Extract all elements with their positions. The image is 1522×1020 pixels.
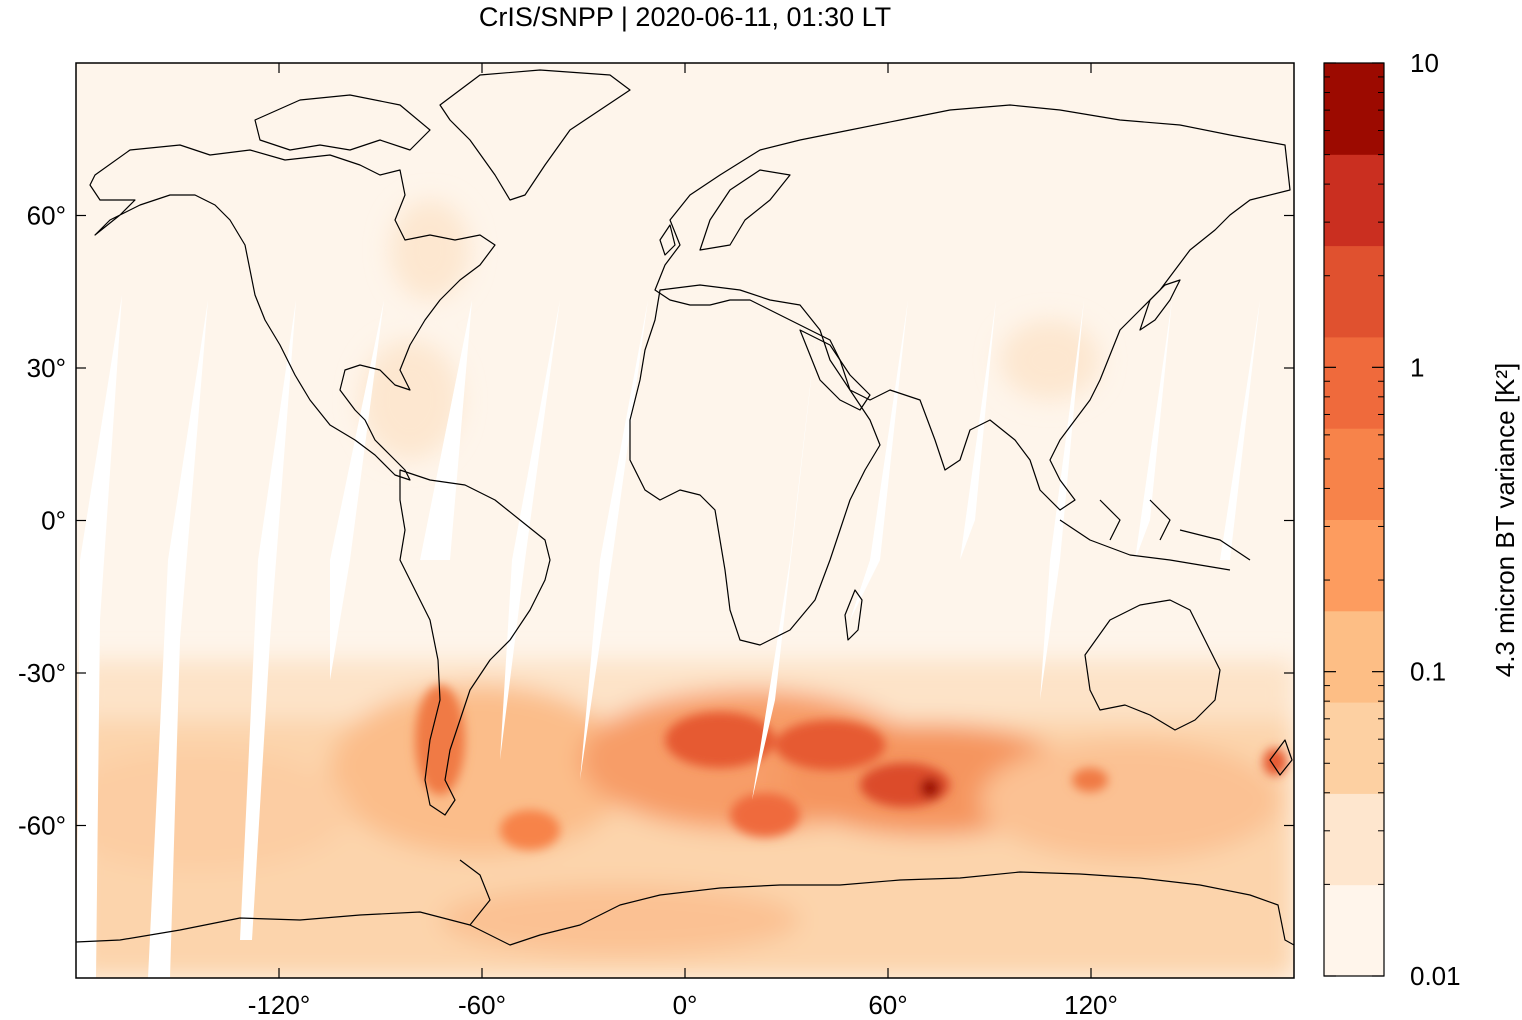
x-tick-label: -120°	[248, 990, 310, 1020]
coast-japan	[1139, 279, 1181, 331]
x-tick-label: 60°	[868, 990, 907, 1020]
map-area	[76, 63, 1294, 978]
patch-patagonia	[415, 685, 465, 795]
colorbar-segment	[1324, 610, 1384, 703]
x-tick-label: 120°	[1064, 990, 1118, 1020]
coast-antarctica	[76, 871, 1294, 946]
colorbar-tick-label: 1	[1410, 352, 1424, 382]
colorbar-segment	[1324, 793, 1384, 886]
orbit-gap	[1040, 300, 1084, 700]
orbit-gap	[240, 300, 296, 940]
orbit-gap	[1135, 300, 1172, 560]
colorbar-frame	[1323, 62, 1385, 977]
patch-south-pacific	[76, 750, 350, 870]
y-tick-label: 30°	[27, 353, 66, 383]
hotspot-2	[775, 720, 885, 770]
variance-field	[76, 200, 1294, 978]
orbit-gap	[420, 300, 472, 560]
colorbar-segment	[1324, 336, 1384, 429]
coast-scandinavia	[699, 169, 791, 251]
orbit-gap	[330, 300, 384, 680]
hotspot-6	[1072, 768, 1108, 792]
hotspot-5	[500, 810, 560, 850]
colorbar-segment	[1324, 428, 1384, 520]
colorbar-tick-label: 0.1	[1410, 657, 1446, 687]
patch-south-atlantic	[330, 685, 630, 855]
coast-south-america	[399, 469, 551, 816]
coast-arctic-islands	[254, 94, 431, 151]
hotspot-4	[730, 793, 800, 837]
patch-caribbean	[360, 340, 460, 460]
colorbar-segment	[1324, 519, 1384, 612]
hotspot-nz	[1263, 748, 1287, 776]
y-tick-label: -60°	[18, 811, 66, 841]
colorbar-segment	[1324, 245, 1384, 338]
coast-britain	[659, 224, 676, 256]
orbit-gap	[580, 300, 648, 780]
y-axis: 60° 30° 0° -30° -60°	[18, 201, 1294, 841]
colorbar-segment	[1324, 702, 1384, 794]
patch-antarctic-coast	[440, 885, 800, 955]
y-tick-label: 60°	[27, 201, 66, 231]
coast-madagascar	[844, 589, 863, 641]
colorbar-tick-label: 0.01	[1410, 961, 1461, 991]
coastlines	[76, 69, 1294, 946]
patch-south-asia	[1000, 320, 1100, 400]
x-axis: -120° -60° 0° 60° 120°	[248, 63, 1118, 1020]
coast-australia	[1084, 599, 1221, 731]
patch-north-america	[390, 200, 470, 300]
colorbar: 10 1 0.1 0.01	[1323, 48, 1461, 991]
colorbar-label: 4.3 micron BT variance [K²]	[1490, 363, 1520, 678]
coast-antarctic-peninsula	[459, 859, 491, 926]
colorbar-segment	[1324, 154, 1384, 247]
hotspot-1	[665, 712, 775, 768]
coast-greenland	[439, 69, 631, 201]
colorbar-tick-label: 10	[1410, 48, 1439, 78]
coast-new-zealand	[1269, 739, 1293, 776]
coast-africa	[629, 284, 881, 646]
x-tick-label: -60°	[458, 990, 506, 1020]
orbit-gap	[148, 300, 208, 978]
orbit-gap	[960, 300, 996, 560]
x-tick-label: 0°	[673, 990, 698, 1020]
coast-north-america	[89, 144, 496, 481]
colorbar-segment	[1324, 884, 1384, 977]
y-tick-label: -30°	[18, 658, 66, 688]
orbit-gap	[850, 300, 908, 620]
colorbar-segment	[1324, 63, 1384, 155]
map-title: CrIS/SNPP | 2020-06-11, 01:30 LT	[478, 2, 892, 32]
coast-indonesia	[1059, 499, 1251, 571]
hotspot-peak	[920, 778, 940, 798]
orbit-gaps	[76, 295, 1260, 978]
coast-arabia	[799, 329, 871, 411]
orbit-gap	[1220, 300, 1260, 560]
coast-eurasia	[654, 104, 1291, 511]
orbit-gap	[76, 295, 122, 978]
patch-south-australia	[980, 740, 1280, 860]
y-tick-label: 0°	[41, 506, 66, 536]
